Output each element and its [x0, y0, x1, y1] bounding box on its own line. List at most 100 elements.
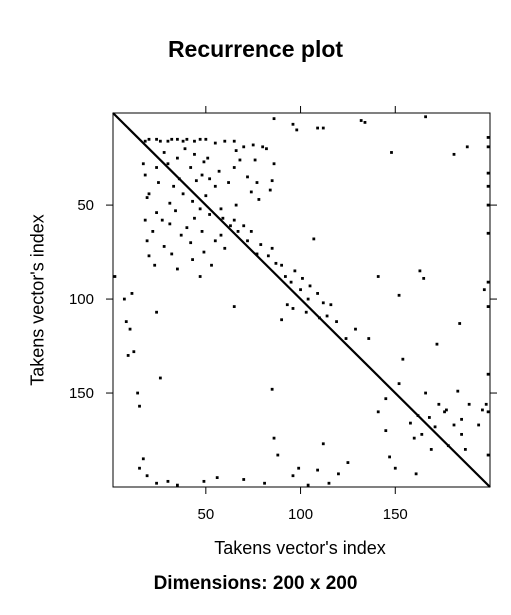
- recurrence-point: [145, 196, 149, 199]
- recurrence-point: [138, 466, 141, 470]
- recurrence-point: [157, 181, 160, 184]
- recurrence-point: [202, 479, 206, 483]
- recurrence-point: [268, 188, 272, 192]
- recurrence-point: [183, 147, 187, 151]
- recurrence-point: [204, 137, 208, 141]
- recurrence-point: [255, 181, 259, 184]
- x-tick-label: 150: [383, 506, 408, 523]
- recurrence-point: [189, 166, 193, 169]
- recurrence-point: [246, 175, 249, 179]
- recurrence-point: [193, 139, 196, 143]
- recurrence-point: [424, 391, 427, 395]
- recurrence-point: [166, 479, 170, 483]
- recurrence-point: [185, 137, 189, 141]
- recurrence-point: [177, 177, 181, 181]
- recurrence-point: [270, 387, 274, 391]
- recurrence-point: [232, 166, 236, 169]
- recurrence-point: [465, 145, 469, 149]
- recurrence-point: [265, 147, 268, 151]
- recurrence-point: [291, 307, 295, 310]
- recurrence-point: [280, 263, 284, 267]
- recurrence-point: [397, 382, 401, 386]
- recurrence-point: [236, 230, 240, 233]
- recurrence-point: [176, 156, 179, 160]
- recurrence-point: [255, 252, 259, 256]
- plot-frame: [112, 112, 491, 488]
- recurrence-point: [155, 166, 158, 169]
- recurrence-point: [486, 203, 490, 207]
- recurrence-point: [384, 429, 388, 433]
- recurrence-point: [153, 263, 157, 267]
- recurrence-point: [427, 416, 431, 419]
- recurrence-point: [176, 267, 179, 271]
- recurrence-point: [155, 310, 158, 314]
- recurrence-point: [213, 141, 217, 145]
- recurrence-point: [124, 320, 128, 324]
- recurrence-point: [486, 171, 490, 175]
- recurrence-point: [291, 474, 295, 478]
- recurrence-point: [170, 252, 174, 256]
- recurrence-point: [456, 389, 460, 393]
- recurrence-point: [321, 442, 325, 446]
- recurrence-point: [301, 276, 304, 280]
- recurrence-point: [202, 250, 206, 254]
- recurrence-point: [141, 162, 145, 166]
- recurrence-point: [172, 184, 176, 188]
- recurrence-point: [229, 224, 232, 228]
- recurrence-point: [151, 230, 155, 233]
- recurrence-point: [312, 237, 316, 241]
- recurrence-point: [128, 327, 132, 331]
- recurrence-point: [280, 318, 284, 322]
- recurrence-point: [232, 139, 236, 143]
- recurrence-point: [202, 160, 206, 164]
- recurrence-point: [308, 284, 312, 288]
- recurrence-point: [416, 414, 420, 417]
- recurrence-point: [274, 261, 278, 265]
- recurrence-point: [143, 218, 147, 222]
- recurrence-point: [253, 158, 257, 162]
- recurrence-point: [147, 137, 151, 141]
- recurrence-point: [176, 137, 179, 141]
- recurrence-point: [145, 474, 149, 478]
- y-tick-label: 150: [69, 385, 94, 402]
- recurrence-point: [257, 198, 261, 201]
- recurrence-point: [486, 184, 490, 188]
- recurrence-point: [460, 432, 463, 436]
- recurrence-point: [132, 350, 136, 354]
- recurrence-point: [168, 201, 172, 205]
- recurrence-point: [486, 372, 490, 376]
- recurrence-point: [136, 391, 140, 395]
- recurrence-point: [446, 444, 450, 448]
- recurrence-point: [272, 117, 276, 121]
- recurrence-point: [198, 275, 202, 278]
- recurrence-point: [429, 448, 433, 451]
- recurrence-point: [204, 194, 208, 198]
- recurrence-point: [223, 139, 227, 143]
- recurrence-point: [467, 402, 471, 406]
- recurrence-point: [418, 269, 422, 273]
- recurrence-point: [166, 139, 170, 143]
- recurrence-point: [143, 173, 147, 177]
- recurrence-point: [285, 303, 289, 307]
- recurrence-point: [316, 292, 320, 295]
- recurrence-point: [249, 230, 253, 233]
- recurrence-point: [266, 254, 270, 258]
- recurrence-point: [270, 179, 274, 183]
- recurrence-point: [304, 310, 308, 314]
- recurrence-point: [249, 190, 253, 194]
- x-axis-label: Takens vector's index: [214, 538, 386, 558]
- recurrence-point: [486, 280, 490, 284]
- recurrence-point: [193, 216, 196, 220]
- recurrence-point: [393, 466, 397, 470]
- recurrence-point: [246, 239, 249, 243]
- recurrence-point: [327, 481, 331, 485]
- recurrence-point: [367, 337, 371, 340]
- recurrence-point: [291, 122, 295, 126]
- recurrence-point: [486, 305, 490, 308]
- recurrence-point: [433, 425, 437, 429]
- recurrence-point: [270, 246, 274, 250]
- recurrence-point: [376, 275, 380, 278]
- y-axis-label: Takens vector's index: [27, 214, 48, 386]
- recurrence-point: [458, 322, 462, 325]
